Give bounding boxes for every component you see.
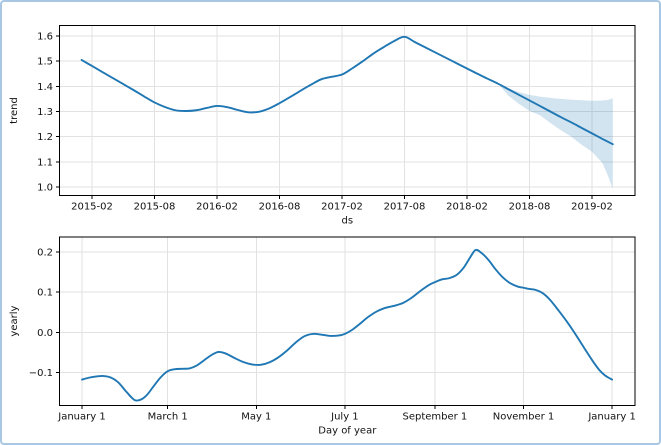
y-tick-label: 1.0 [37,182,53,193]
y-axis-label-trend: trend [9,97,20,124]
x-tick-label: 2017-02 [321,202,363,213]
y-axis-label-yearly: yearly [9,306,20,337]
x-tick-label: July 1 [330,411,359,422]
y-tick-label: 0.1 [37,288,53,299]
x-tick-label: 2018-08 [509,202,551,213]
x-tick-label: 2016-08 [259,202,301,213]
y-tick-label: 1.2 [37,132,53,143]
x-tick-label: March 1 [148,411,188,422]
x-tick-label: 2015-08 [134,202,176,213]
x-tick-label: January 1 [587,411,635,422]
y-tick-label: 0.0 [37,328,53,339]
x-tick-label: 2017-08 [384,202,426,213]
x-tick-label: 2019-02 [571,202,613,213]
x-axis-label-yearly: Day of year [318,425,377,436]
x-tick-label: November 1 [493,411,555,422]
uncertainty-band [498,83,613,189]
y-tick-label: 1.3 [37,107,53,118]
x-tick-label: May 1 [241,411,271,422]
x-tick-label: 2018-02 [446,202,488,213]
yearly-line [81,248,614,402]
plot-border [59,236,636,406]
y-tick-label: 1.4 [37,82,53,93]
axes-trend: 2015-02 2015-08 2016-02 2016-08 2017-02 2017-… [9,25,636,227]
x-tick-label: 2015-02 [71,202,113,213]
y-tick-label: 1.1 [37,157,53,168]
y-tick-label: 0.2 [37,248,53,259]
plot-border [59,25,636,196]
y-tick-label: 1.5 [37,57,53,68]
x-tick-label: 2016-02 [196,202,238,213]
x-axis-label-trend: ds [342,216,354,227]
y-tick-label: −0.1 [29,368,53,379]
y-tick-label: 1.6 [37,32,53,43]
x-tick-label: September 1 [402,411,467,422]
trend-line [80,35,614,146]
axes-yearly: January 1 March 1 May 1 July 1 September 1 No… [9,236,636,436]
x-tick-label: January 1 [57,411,105,422]
